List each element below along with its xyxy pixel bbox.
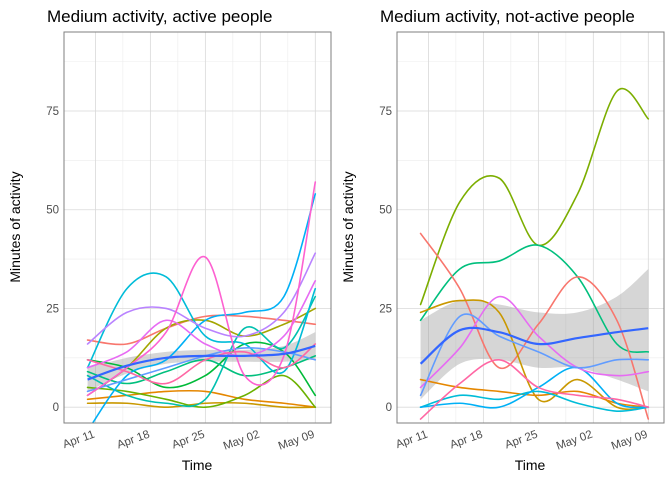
- series-line-2: [419, 244, 650, 353]
- series-line-10: [91, 193, 317, 423]
- series-line-5: [86, 374, 317, 409]
- series-line-9: [86, 272, 317, 375]
- series-line-15: [86, 343, 317, 385]
- left-y-tick-label: 25: [46, 303, 59, 315]
- series-line-12: [86, 252, 317, 345]
- left-y-tick-label: 50: [46, 205, 59, 217]
- series-line-8: [86, 295, 317, 408]
- right-x-axis-label: Time: [515, 457, 546, 473]
- right-panel-border: [396, 31, 665, 424]
- series-line-13: [86, 280, 317, 369]
- right-y-axis-label: Minutes of activity: [340, 171, 356, 282]
- smooth-trend-line: [87, 344, 316, 381]
- series-line-1: [86, 314, 317, 346]
- right-y-tick-label: 0: [386, 402, 392, 414]
- right-y-tick-label: 25: [379, 303, 392, 315]
- right-y-ticks: 0 25 50 75: [379, 106, 392, 414]
- series-line-3: [86, 401, 317, 409]
- series-line-14: [86, 181, 317, 397]
- right-series-lines: [419, 87, 650, 420]
- left-panel-border: [63, 31, 332, 424]
- right-y-tick-label: 75: [379, 106, 392, 118]
- smooth-trend-line: [419, 326, 649, 365]
- left-y-tick-label: 75: [46, 106, 59, 118]
- right-chart-title: Medium activity, not-active people: [380, 7, 635, 26]
- right-smooth-line: [419, 326, 649, 365]
- left-x-axis-label: Time: [182, 457, 213, 473]
- series-line-4: [419, 299, 650, 411]
- right-grid: [397, 32, 664, 423]
- series-line-6: [419, 390, 650, 412]
- left-chart-title: Medium activity, active people: [47, 7, 273, 26]
- left-y-tick-label: 0: [53, 402, 59, 414]
- series-line-8: [419, 295, 650, 389]
- series-line-10: [419, 359, 650, 420]
- left-series-lines: [86, 181, 317, 423]
- right-y-tick-label: 50: [379, 205, 392, 217]
- left-y-axis-label: Minutes of activity: [7, 171, 23, 282]
- series-line-3: [419, 232, 650, 420]
- left-y-ticks: 0 25 50 75: [46, 106, 59, 414]
- series-line-9: [419, 313, 650, 397]
- left-smooth-line: [87, 344, 316, 381]
